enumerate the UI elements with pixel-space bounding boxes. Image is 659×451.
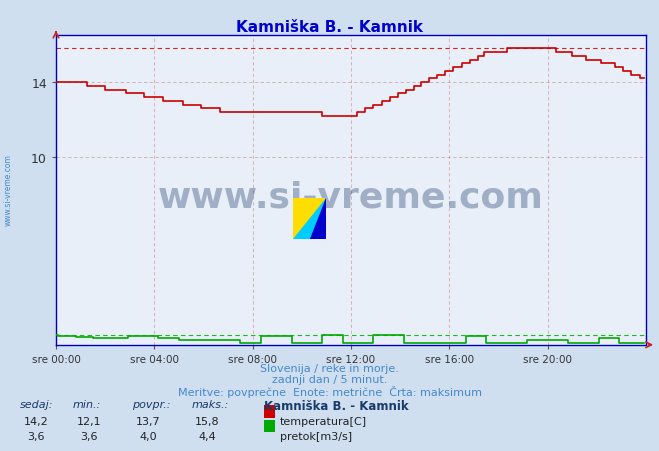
Polygon shape [293, 198, 326, 239]
Text: temperatura[C]: temperatura[C] [280, 416, 367, 426]
Text: Kamniška B. - Kamnik: Kamniška B. - Kamnik [264, 399, 408, 412]
Text: 3,6: 3,6 [80, 431, 98, 441]
Text: Meritve: povprečne  Enote: metrične  Črta: maksimum: Meritve: povprečne Enote: metrične Črta:… [177, 386, 482, 398]
Text: min.:: min.: [72, 399, 101, 409]
Text: 4,0: 4,0 [140, 431, 157, 441]
Polygon shape [293, 198, 326, 239]
Text: www.si-vreme.com: www.si-vreme.com [3, 153, 13, 226]
Text: Slovenija / reke in morje.: Slovenija / reke in morje. [260, 363, 399, 373]
Text: zadnji dan / 5 minut.: zadnji dan / 5 minut. [272, 374, 387, 384]
Text: www.si-vreme.com: www.si-vreme.com [158, 180, 544, 214]
Text: Kamniška B. - Kamnik: Kamniška B. - Kamnik [236, 20, 423, 35]
Text: 12,1: 12,1 [76, 416, 101, 426]
Text: pretok[m3/s]: pretok[m3/s] [280, 431, 352, 441]
Text: 15,8: 15,8 [195, 416, 220, 426]
Text: 3,6: 3,6 [28, 431, 45, 441]
Text: povpr.:: povpr.: [132, 399, 170, 409]
Text: 13,7: 13,7 [136, 416, 161, 426]
Text: maks.:: maks.: [191, 399, 229, 409]
Polygon shape [310, 198, 326, 239]
Text: sedaj:: sedaj: [20, 399, 53, 409]
Text: 14,2: 14,2 [24, 416, 49, 426]
Text: 4,4: 4,4 [199, 431, 216, 441]
